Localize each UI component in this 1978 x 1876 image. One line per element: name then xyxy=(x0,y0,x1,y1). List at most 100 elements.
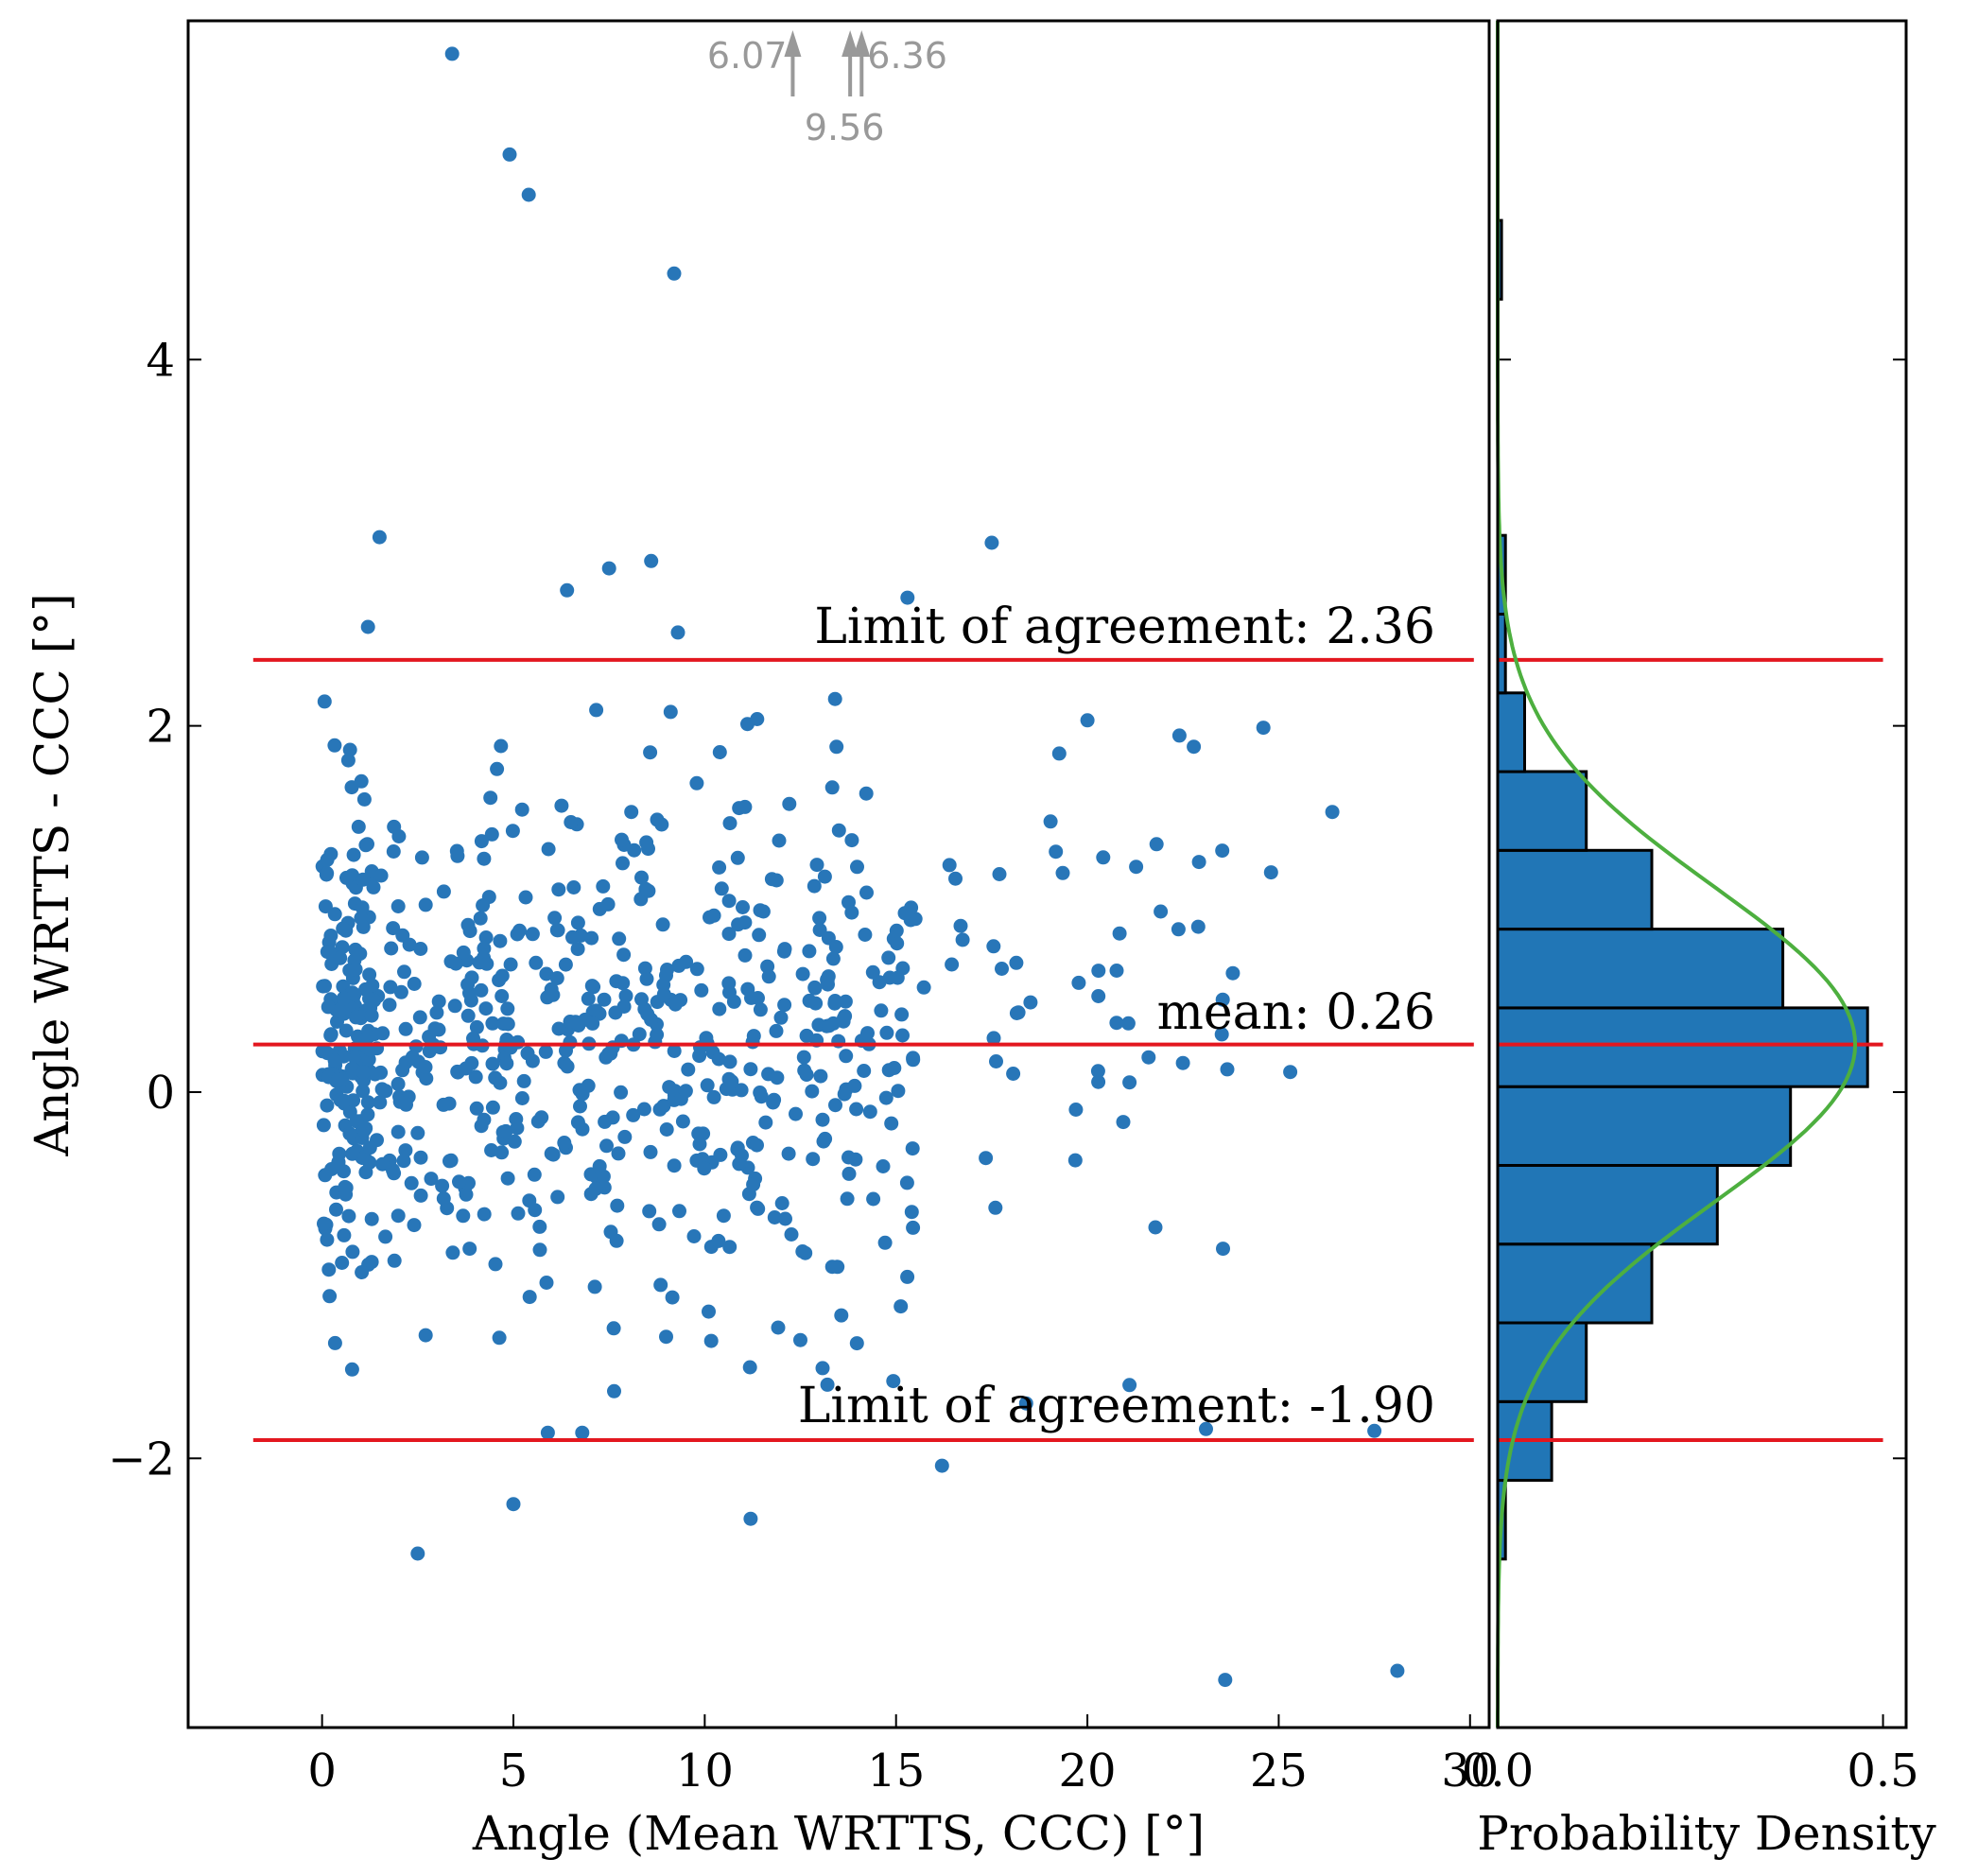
data-point xyxy=(732,1156,747,1172)
data-point xyxy=(634,992,649,1007)
data-point xyxy=(527,1167,542,1182)
data-point xyxy=(744,990,758,1005)
data-point xyxy=(874,1003,889,1018)
data-point xyxy=(825,951,841,966)
data-point xyxy=(894,1299,909,1314)
data-point xyxy=(362,1140,377,1155)
data-point xyxy=(721,976,737,991)
data-point xyxy=(721,927,737,942)
data-point xyxy=(375,1156,390,1172)
data-point xyxy=(358,1165,373,1180)
data-point xyxy=(643,1144,658,1159)
data-point xyxy=(362,967,377,982)
x-tick-label: 0 xyxy=(307,1745,337,1798)
data-point xyxy=(378,1229,393,1244)
data-point xyxy=(849,1336,864,1351)
data-point xyxy=(844,833,859,848)
data-point xyxy=(847,1078,862,1093)
data-point xyxy=(534,1110,549,1125)
data-point xyxy=(626,1107,641,1122)
data-point xyxy=(387,819,402,834)
data-point xyxy=(436,884,451,899)
data-point xyxy=(447,999,462,1014)
data-point xyxy=(612,931,627,947)
data-point xyxy=(494,989,510,1003)
data-point xyxy=(894,1007,910,1022)
data-point xyxy=(828,940,843,954)
data-point xyxy=(499,1056,514,1071)
data-point xyxy=(681,1062,696,1077)
data-point xyxy=(445,1245,460,1260)
data-point xyxy=(589,703,604,718)
data-point xyxy=(351,819,366,834)
data-point xyxy=(356,1084,371,1099)
data-point xyxy=(418,1328,433,1343)
data-point xyxy=(665,1290,680,1305)
data-point xyxy=(805,1084,820,1099)
data-point xyxy=(721,894,737,909)
data-point xyxy=(469,1019,484,1034)
y-axis-title: Angle WRTTS - CCC [°] xyxy=(25,593,79,1156)
data-point xyxy=(1068,1103,1084,1117)
data-point xyxy=(395,1063,410,1078)
data-point xyxy=(372,530,387,545)
data-point xyxy=(886,1374,901,1389)
data-point xyxy=(889,923,904,938)
data-point xyxy=(1390,1663,1405,1678)
data-point xyxy=(1218,1673,1233,1688)
data-point xyxy=(824,1259,840,1275)
data-point xyxy=(654,817,669,832)
data-point xyxy=(879,1025,894,1040)
data-point xyxy=(1018,1396,1033,1411)
data-point xyxy=(722,816,737,831)
data-point xyxy=(857,1064,872,1078)
data-point xyxy=(1116,1115,1131,1130)
data-point xyxy=(398,1143,413,1158)
data-point xyxy=(332,1003,347,1018)
histogram-bars xyxy=(1496,218,1869,1561)
data-point xyxy=(333,950,348,965)
data-point xyxy=(539,1276,554,1290)
data-point xyxy=(360,1107,375,1122)
data-point xyxy=(670,625,685,640)
data-point xyxy=(460,977,476,992)
data-point xyxy=(860,1026,875,1041)
data-point xyxy=(605,1040,620,1055)
data-point xyxy=(345,1244,360,1259)
data-point xyxy=(360,619,375,634)
data-point xyxy=(672,1204,686,1219)
data-point xyxy=(597,992,612,1007)
data-point xyxy=(1122,1075,1137,1090)
data-point xyxy=(638,881,653,896)
data-point xyxy=(483,790,498,806)
data-point xyxy=(1263,865,1278,880)
data-point xyxy=(689,962,704,977)
data-point xyxy=(858,928,873,942)
histogram-bar xyxy=(1496,1006,1869,1088)
data-point xyxy=(407,977,422,991)
data-point xyxy=(490,761,505,776)
data-point xyxy=(338,1023,354,1038)
data-point xyxy=(711,1233,726,1248)
data-point xyxy=(811,1017,826,1033)
data-point xyxy=(338,1179,353,1194)
data-point xyxy=(575,1425,590,1440)
data-point xyxy=(585,1016,600,1031)
data-point xyxy=(1112,926,1127,941)
data-point xyxy=(581,991,596,1006)
data-point xyxy=(390,1076,406,1091)
data-point xyxy=(355,900,370,915)
data-point xyxy=(331,1156,346,1171)
data-point xyxy=(745,1034,760,1050)
data-point xyxy=(551,882,566,897)
data-point xyxy=(546,987,561,1002)
data-point xyxy=(900,1269,915,1284)
data-point xyxy=(373,1065,389,1080)
data-point xyxy=(507,1134,522,1149)
data-point xyxy=(934,1458,949,1473)
data-point xyxy=(881,950,896,965)
data-point xyxy=(382,998,397,1013)
data-point xyxy=(842,1166,857,1181)
data-point xyxy=(329,1202,343,1217)
histogram-bar xyxy=(1496,1321,1588,1403)
